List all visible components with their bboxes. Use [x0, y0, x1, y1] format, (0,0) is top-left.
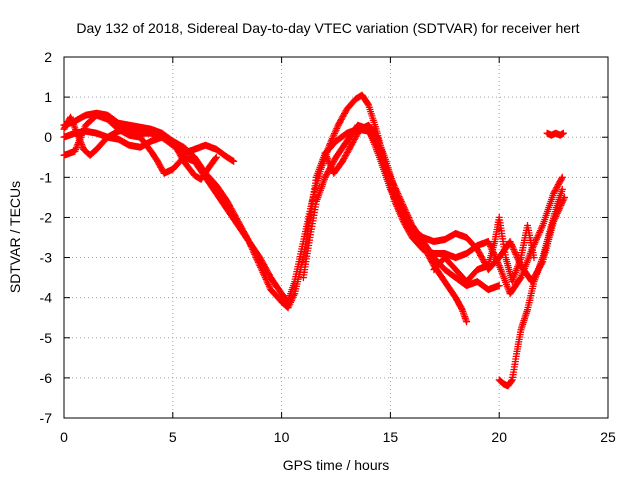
plot-frame	[63, 56, 609, 419]
x-tick-label: 0	[60, 429, 68, 445]
y-tick-label: -4	[40, 290, 53, 306]
x-tick-label: 10	[274, 429, 290, 445]
series-markers	[543, 129, 567, 139]
x-tick-label: 20	[491, 429, 507, 445]
y-axis-label: SDTVAR / TECUs	[7, 181, 23, 293]
series-track-7	[430, 213, 538, 286]
y-tick-label: -5	[40, 330, 53, 346]
y-tick-label: 0	[44, 129, 52, 145]
x-tick-label: 15	[383, 429, 399, 445]
y-tick-label: 2	[44, 49, 52, 65]
data-markers	[60, 91, 568, 390]
series-track-8	[495, 185, 566, 390]
chart-title: Day 132 of 2018, Sidereal Day-to-day VTE…	[76, 20, 579, 36]
x-tick-label: 5	[169, 429, 177, 445]
y-tick-label: -3	[40, 250, 53, 266]
y-tick-label: -1	[40, 169, 53, 185]
series-markers	[430, 213, 538, 286]
series-track-9	[543, 129, 567, 139]
x-tick-label: 25	[600, 429, 616, 445]
series-track-4	[60, 109, 220, 183]
x-axis-label: GPS time / hours	[283, 457, 390, 473]
y-tick-label: -2	[40, 209, 53, 225]
y-tick-label: -6	[40, 370, 53, 386]
y-tick-label: -7	[40, 410, 53, 426]
series-markers	[495, 185, 566, 390]
series-markers	[60, 109, 220, 183]
y-tick-label: 1	[44, 89, 52, 105]
